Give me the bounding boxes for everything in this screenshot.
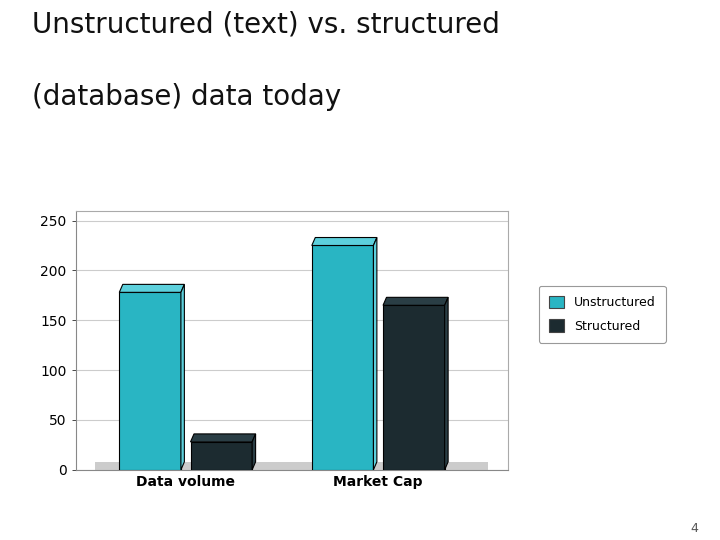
Bar — [312, 246, 374, 470]
Polygon shape — [374, 238, 377, 470]
Bar — [120, 292, 181, 470]
Polygon shape — [120, 285, 184, 292]
Legend: Unstructured, Structured: Unstructured, Structured — [539, 286, 665, 343]
Polygon shape — [252, 434, 256, 470]
Bar — [383, 305, 445, 470]
Polygon shape — [191, 434, 256, 442]
Text: 4: 4 — [690, 522, 698, 535]
Text: (database) data today: (database) data today — [32, 83, 341, 111]
Text: Introduction to Information Retrieval: Introduction to Information Retrieval — [6, 9, 210, 19]
Bar — [191, 442, 252, 470]
Bar — [95, 462, 488, 470]
Polygon shape — [181, 285, 184, 470]
Polygon shape — [312, 238, 377, 246]
Polygon shape — [383, 298, 448, 305]
Text: Unstructured (text) vs. structured: Unstructured (text) vs. structured — [32, 11, 500, 39]
Polygon shape — [445, 298, 448, 470]
